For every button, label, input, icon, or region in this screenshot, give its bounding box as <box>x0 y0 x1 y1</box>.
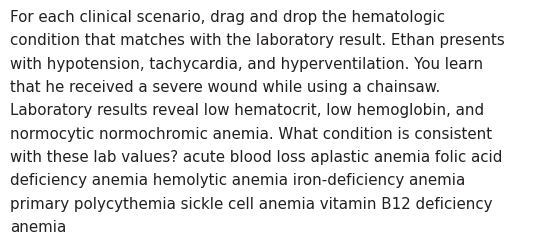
Text: normocytic normochromic anemia. What condition is consistent: normocytic normochromic anemia. What con… <box>10 126 492 141</box>
Text: with these lab values? acute blood loss aplastic anemia folic acid: with these lab values? acute blood loss … <box>10 150 502 164</box>
Text: For each clinical scenario, drag and drop the hematologic: For each clinical scenario, drag and dro… <box>10 10 445 25</box>
Text: condition that matches with the laboratory result. Ethan presents: condition that matches with the laborato… <box>10 33 505 48</box>
Text: deficiency anemia hemolytic anemia iron-deficiency anemia: deficiency anemia hemolytic anemia iron-… <box>10 173 465 188</box>
Text: anemia: anemia <box>10 219 66 234</box>
Text: Laboratory results reveal low hematocrit, low hemoglobin, and: Laboratory results reveal low hematocrit… <box>10 103 484 118</box>
Text: that he received a severe wound while using a chainsaw.: that he received a severe wound while us… <box>10 80 440 95</box>
Text: primary polycythemia sickle cell anemia vitamin B12 deficiency: primary polycythemia sickle cell anemia … <box>10 196 493 211</box>
Text: with hypotension, tachycardia, and hyperventilation. You learn: with hypotension, tachycardia, and hyper… <box>10 56 483 72</box>
